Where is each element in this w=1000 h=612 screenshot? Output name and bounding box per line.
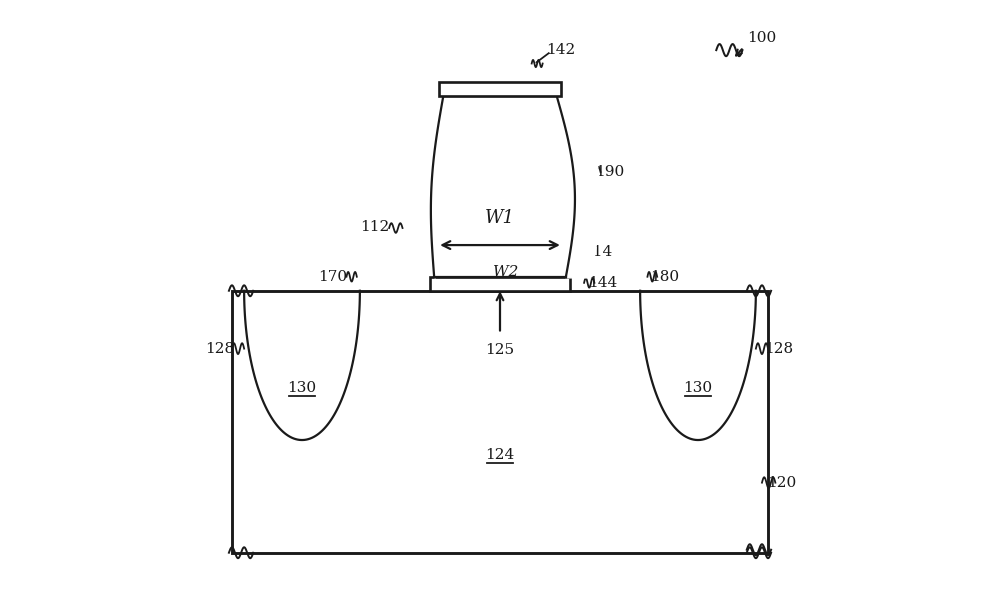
- Text: 124: 124: [485, 448, 515, 462]
- Text: 190: 190: [595, 165, 624, 179]
- Text: 130: 130: [683, 381, 713, 395]
- Bar: [232, 291, 768, 553]
- Bar: [439, 83, 561, 96]
- Text: 142: 142: [546, 43, 576, 57]
- Text: 180: 180: [650, 270, 679, 284]
- Text: 112: 112: [360, 220, 390, 234]
- Bar: [430, 277, 570, 291]
- Text: 144: 144: [588, 276, 617, 290]
- Text: 130: 130: [287, 381, 317, 395]
- Text: 125: 125: [485, 343, 515, 357]
- Text: W1: W1: [485, 209, 515, 227]
- Text: 170: 170: [318, 270, 347, 284]
- Polygon shape: [434, 96, 566, 277]
- Text: 128: 128: [764, 341, 794, 356]
- Text: 120: 120: [767, 476, 796, 490]
- Text: 114: 114: [583, 245, 612, 259]
- Text: 100: 100: [747, 31, 777, 45]
- Text: W2: W2: [493, 265, 519, 279]
- Text: 128: 128: [205, 341, 234, 356]
